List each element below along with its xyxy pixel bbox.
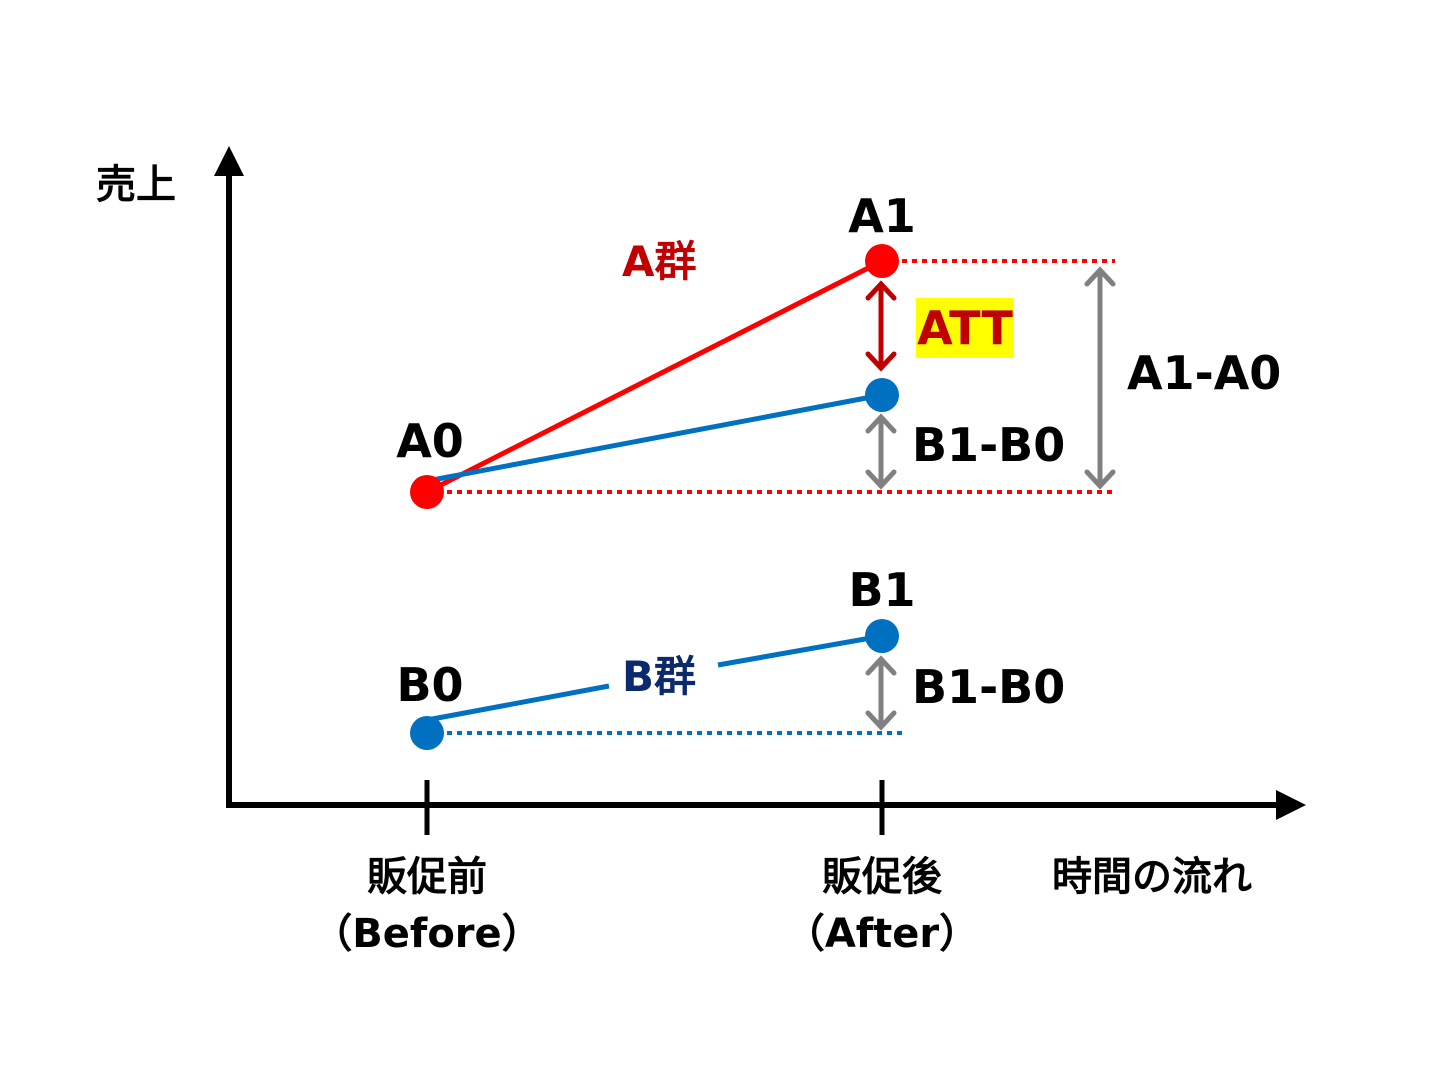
point-a1 (865, 244, 899, 278)
point-b1 (865, 619, 899, 653)
group-a-line (425, 258, 884, 495)
x-tick-label-before-line2: （Before） (312, 911, 541, 957)
x-axis-label: 時間の流れ (1052, 854, 1252, 900)
point-label-b1: B1 (848, 563, 915, 617)
point-label-a0: A0 (396, 414, 464, 468)
axes (214, 146, 1306, 835)
x-axis-arrowhead (1276, 790, 1306, 820)
att-label: ATT (917, 301, 1013, 355)
x-tick-label-before-line1: 販促前 (367, 854, 487, 900)
x-tick-label-after-line2: （After） (785, 911, 979, 957)
counterfactual-line (426, 392, 883, 484)
point-b0 (410, 716, 444, 750)
group-b-line-left (426, 683, 610, 723)
group-a-label: A群 (622, 237, 697, 286)
point-label-a1: A1 (848, 189, 916, 243)
x-tick-label-after-line1: 販促後 (822, 854, 943, 900)
group-b-line-right (717, 633, 883, 668)
a-diff-arrow (1084, 266, 1116, 490)
point-a0 (410, 475, 444, 509)
y-axis-arrowhead (214, 146, 244, 176)
b-diff-label-lower: B1-B0 (912, 660, 1065, 714)
y-axis-label: 売上 (96, 162, 176, 208)
b-diff-arrow-upper (865, 413, 897, 490)
group-b-label: B群 (622, 652, 696, 701)
b-diff-label-upper: B1-B0 (912, 418, 1065, 472)
att-highlight (916, 298, 1014, 358)
b-diff-arrow-lower (865, 655, 897, 731)
point-label-b0: B0 (396, 658, 463, 712)
point-counterfactual (865, 378, 899, 412)
att-arrow (865, 280, 897, 372)
a-diff-label: A1-A0 (1127, 346, 1281, 400)
